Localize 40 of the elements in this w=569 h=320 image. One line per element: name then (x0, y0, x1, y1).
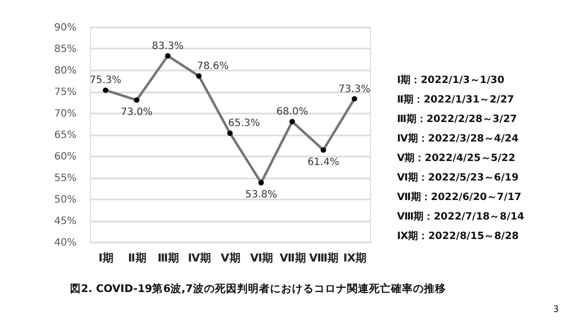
data-label: 68.0% (276, 106, 308, 118)
x-tick-label: Ⅴ期 (220, 252, 240, 264)
x-tick-label: Ⅲ期 (158, 252, 179, 264)
data-label: 73.3% (338, 84, 370, 95)
text: Ⅴ期：2022/4/25～5/22 (397, 152, 516, 164)
data-label: 61.4% (307, 156, 340, 168)
y-tick-label: 50% (54, 194, 76, 206)
text: Ⅷ期：2022/7/18～8/14 (397, 210, 524, 222)
x-tick-label: Ⅵ期 (250, 252, 274, 264)
x-tick-label: Ⅰ期 (98, 252, 114, 264)
text: 3 (553, 305, 559, 315)
y-tick-label: 65% (54, 130, 76, 141)
x-tick-label: Ⅷ期 (309, 252, 339, 264)
data-label: 75.3% (90, 75, 122, 86)
y-tick-label: 60% (54, 152, 76, 162)
data-label: 65.3% (228, 118, 260, 130)
x-tick-label: Ⅱ期 (128, 252, 146, 264)
y-tick-label: 75% (54, 87, 76, 98)
y-tick-label: 55% (54, 173, 76, 184)
text: Ⅳ期：2022/3/28～4/24 (397, 132, 519, 144)
caption: 図2. COVID-19第6波,7波の死因判明者におけるコロナ関連死亡確率の推移 (70, 282, 446, 295)
x-tick-label: Ⅳ期 (188, 252, 211, 264)
text: Ⅵ期：2022/5/23～6/19 (397, 172, 519, 184)
x-tick-label: Ⅶ期 (280, 252, 306, 264)
y-tick-label: 45% (54, 216, 76, 227)
data-label: 83.3% (152, 40, 184, 52)
y-tick-label: 85% (54, 44, 76, 55)
text: Ⅸ期：2022/8/15～8/28 (397, 230, 519, 242)
text: Ⅰ期：2022/1/3～1/30 (397, 74, 504, 86)
x-tick-label: Ⅸ期 (343, 252, 367, 264)
text: Ⅶ期：2022/6/20～7/17 (397, 191, 522, 203)
data-label: 73.0% (120, 107, 153, 118)
y-tick-label: 80% (54, 66, 76, 76)
y-tick-label: 40% (54, 238, 76, 248)
text: Ⅱ期：2022/1/31～2/27 (397, 94, 514, 106)
text: Ⅲ期：2022/2/28～3/27 (397, 113, 518, 125)
y-tick-label: 70% (54, 108, 76, 120)
data-label: 78.6% (197, 61, 229, 72)
y-tick-label: 90% (54, 22, 76, 34)
data-label: 53.8% (245, 190, 277, 201)
